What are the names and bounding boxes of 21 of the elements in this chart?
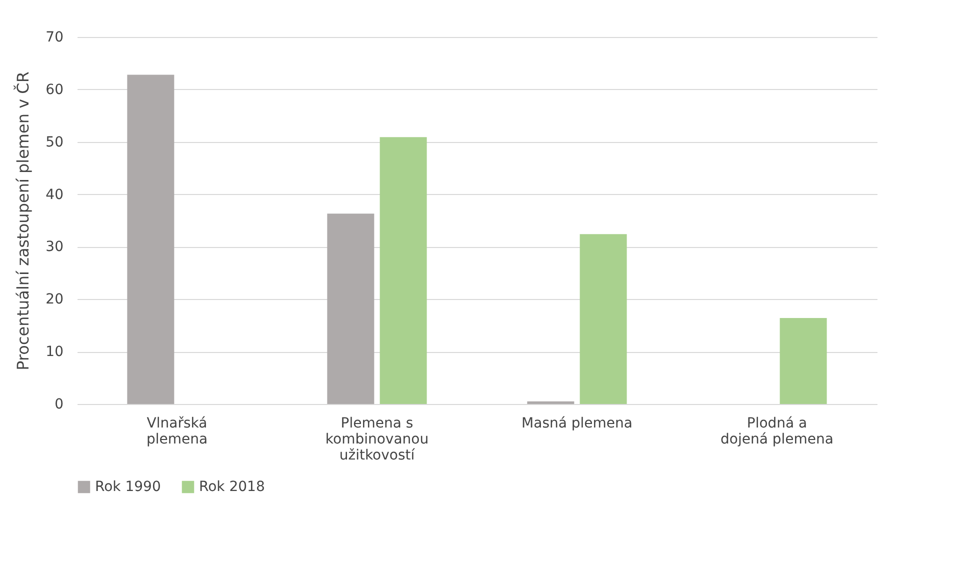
y-tick-label: 70 <box>46 30 64 46</box>
y-tick-label: 10 <box>46 344 64 360</box>
y-axis-title: Procentuální zastoupení plemen v ČR <box>14 72 33 370</box>
y-tick-label: 30 <box>46 239 64 256</box>
legend-label: Rok 2018 <box>199 479 265 495</box>
bar <box>580 234 627 404</box>
y-tick-label: 40 <box>46 186 64 203</box>
x-tick-label: Vlnařská plemena <box>146 416 208 448</box>
legend-label: Rok 1990 <box>95 479 161 495</box>
y-tick-label: 60 <box>46 82 64 98</box>
bar <box>380 137 427 404</box>
x-tick-label: Plodná a dojená plemena <box>720 416 834 448</box>
bar <box>527 401 574 404</box>
bar <box>780 318 827 404</box>
bar <box>327 214 374 404</box>
y-tick-label: 20 <box>46 292 64 308</box>
y-tick-label: 0 <box>54 396 64 412</box>
x-tick-label: Plemena s kombinovanou užitkovostí <box>325 416 429 464</box>
x-tick-label: Masná plemena <box>522 416 632 432</box>
bar <box>127 74 174 404</box>
y-tick-label: 50 <box>46 134 64 150</box>
